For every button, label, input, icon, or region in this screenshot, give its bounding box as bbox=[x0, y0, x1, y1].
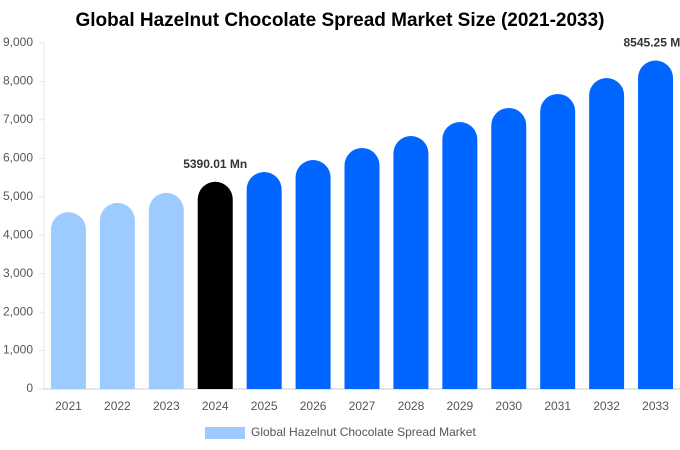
x-tick-label: 2022 bbox=[104, 399, 131, 413]
chart-title: Global Hazelnut Chocolate Spread Market … bbox=[75, 10, 604, 31]
y-tick-label: 4,000 bbox=[3, 227, 33, 241]
bar bbox=[589, 77, 625, 390]
value-label: 8545.25 Mn bbox=[624, 36, 680, 50]
bar bbox=[148, 192, 184, 389]
y-tick-label: 2,000 bbox=[3, 304, 33, 318]
x-tick-label: 2025 bbox=[251, 399, 278, 413]
y-tick-label: 9,000 bbox=[3, 35, 33, 49]
y-tick-label: 7,000 bbox=[3, 112, 33, 126]
x-tick-label: 2030 bbox=[495, 399, 522, 413]
x-tick-label: 2027 bbox=[349, 399, 376, 413]
x-tick-label: 2032 bbox=[593, 399, 620, 413]
x-tick-label: 2026 bbox=[300, 399, 327, 413]
bar bbox=[295, 159, 331, 389]
x-tick-label: 2023 bbox=[153, 399, 180, 413]
y-tick-label: 0 bbox=[26, 381, 33, 395]
bar bbox=[246, 171, 282, 389]
y-tick-label: 1,000 bbox=[3, 343, 33, 357]
bar bbox=[638, 60, 674, 390]
y-tick-label: 8,000 bbox=[3, 74, 33, 88]
y-tick-label: 6,000 bbox=[3, 151, 33, 165]
x-tick-label: 2024 bbox=[202, 399, 229, 413]
bar bbox=[197, 181, 233, 389]
legend-label: Global Hazelnut Chocolate Spread Market bbox=[251, 425, 476, 439]
x-tick-label: 2028 bbox=[398, 399, 425, 413]
bar bbox=[491, 107, 527, 390]
bar bbox=[99, 202, 135, 389]
x-tick-label: 2029 bbox=[446, 399, 473, 413]
value-label: 5390.01 Mn bbox=[183, 157, 247, 171]
x-tick-label: 2033 bbox=[642, 399, 669, 413]
legend-swatch bbox=[205, 427, 245, 439]
bar bbox=[540, 93, 576, 389]
bar bbox=[393, 136, 429, 389]
x-tick-label: 2031 bbox=[544, 399, 571, 413]
x-tick-label: 2021 bbox=[55, 399, 82, 413]
bar bbox=[442, 122, 478, 389]
bar bbox=[50, 212, 86, 389]
y-tick-label: 3,000 bbox=[3, 266, 33, 280]
y-tick-label: 5,000 bbox=[3, 189, 33, 203]
bar bbox=[344, 147, 380, 389]
